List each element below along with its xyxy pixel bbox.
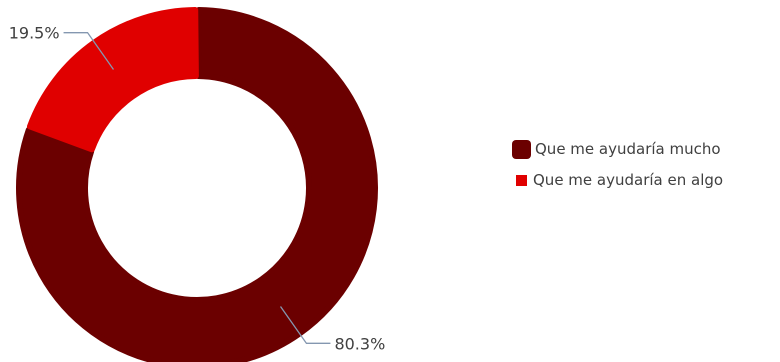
leader-line-que-me-ayudaria-en-algo — [63, 32, 115, 70]
leader-lines — [63, 32, 331, 344]
data-label-que-me-ayudaria-en-algo: 19.5% — [9, 24, 60, 43]
legend-item-que-me-ayudaria-mucho: Que me ayudaría mucho — [512, 138, 723, 160]
chart-legend: Que me ayudaría mucho Que me ayudaría en… — [512, 138, 723, 191]
leader-line-que-me-ayudaria-mucho — [279, 306, 331, 344]
donut-slice-que-me-ayudaria-en-algo — [26, 7, 199, 153]
data-labels: 80.3% 19.5% — [9, 24, 386, 354]
donut-chart: 80.3% 19.5% — [9, 7, 386, 362]
donut-slice-que-me-ayudaria-mucho — [16, 7, 378, 362]
data-label-que-me-ayudaria-mucho: 80.3% — [334, 334, 385, 353]
legend-label-que-me-ayudaria-mucho: Que me ayudaría mucho — [535, 140, 721, 158]
legend-swatch-que-me-ayudaria-en-algo — [516, 174, 527, 186]
legend-swatch-que-me-ayudaria-mucho — [512, 139, 531, 159]
legend-label-que-me-ayudaria-en-algo: Que me ayudaría en algo — [533, 171, 724, 189]
donut-slices — [16, 7, 378, 362]
legend-item-que-me-ayudaria-en-algo: Que me ayudaría en algo — [512, 169, 723, 191]
